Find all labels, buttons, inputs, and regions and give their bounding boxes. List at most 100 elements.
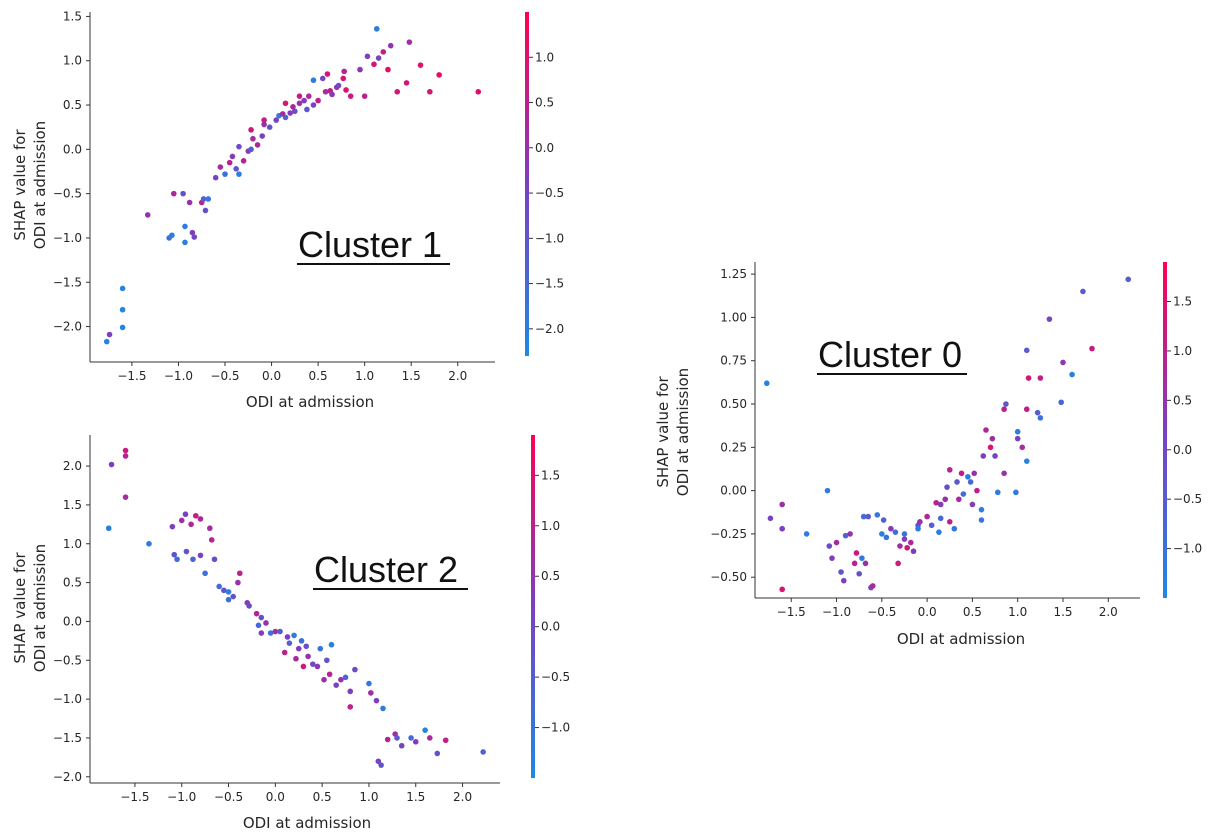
scatter-point bbox=[978, 517, 985, 523]
colorbar-tick-label: 0.5 bbox=[541, 569, 560, 583]
scatter-point bbox=[197, 516, 204, 522]
scatter-point bbox=[146, 540, 152, 547]
scatter-point bbox=[412, 739, 419, 745]
scatter-point bbox=[217, 164, 224, 170]
y-tick-label: 0.00 bbox=[720, 484, 747, 498]
scatter-point bbox=[246, 603, 252, 609]
scatter-point bbox=[183, 548, 190, 555]
scatter-point bbox=[969, 501, 976, 508]
y-axis-label-line-1: SHAP value for bbox=[11, 552, 29, 664]
scatter-point bbox=[259, 133, 266, 139]
x-tick-label: 1.0 bbox=[355, 369, 374, 383]
scatter-point bbox=[304, 106, 310, 113]
scatter-point bbox=[933, 499, 939, 506]
x-tick-label: −1.5 bbox=[777, 605, 806, 619]
scatter-point bbox=[840, 577, 847, 584]
y-tick-label: −0.25 bbox=[710, 527, 747, 541]
scatter-point bbox=[347, 688, 354, 695]
colorbar-tick-label: −2.0 bbox=[535, 322, 564, 336]
scatter-point bbox=[856, 570, 862, 577]
y-axis-label-line-2: ODI at admission bbox=[31, 544, 49, 672]
scatter-point bbox=[324, 71, 331, 77]
scatter-point bbox=[944, 484, 950, 490]
y-tick-label: 1.00 bbox=[720, 310, 747, 324]
scatter-point bbox=[892, 529, 899, 535]
y-tick-label: 0.5 bbox=[63, 98, 82, 112]
y-tick-label: 0.50 bbox=[720, 397, 747, 411]
scatter-point bbox=[301, 97, 307, 104]
y-tick-label: 0.0 bbox=[63, 142, 82, 156]
scatter-points bbox=[763, 276, 1132, 593]
y-tick-label: −1.5 bbox=[53, 731, 82, 745]
scatter-point bbox=[296, 93, 303, 99]
scatter-point bbox=[901, 531, 908, 537]
scatter-point bbox=[767, 515, 774, 522]
scatter-point bbox=[361, 93, 368, 99]
scatter-point bbox=[974, 487, 980, 494]
scatter-point bbox=[1034, 409, 1041, 416]
scatter-point bbox=[182, 511, 189, 518]
scatter-point bbox=[1125, 276, 1132, 283]
scatter-point bbox=[833, 539, 840, 546]
scatter-point bbox=[847, 531, 853, 537]
scatter-point bbox=[838, 569, 844, 575]
x-tick-label: 2.0 bbox=[453, 790, 472, 804]
scatter-point bbox=[874, 512, 881, 518]
scatter-point bbox=[240, 158, 247, 164]
scatter-points bbox=[103, 26, 482, 345]
scatter-point bbox=[248, 127, 254, 133]
scatter-point bbox=[417, 62, 424, 68]
scatter-point bbox=[1023, 458, 1030, 464]
scatter-point bbox=[1058, 399, 1064, 406]
scatter-point bbox=[122, 453, 129, 459]
scatter-point bbox=[904, 544, 910, 551]
scatter-point bbox=[373, 26, 380, 32]
scatter-point bbox=[235, 579, 241, 586]
scatter-point bbox=[928, 522, 935, 529]
x-tick-label: 1.0 bbox=[359, 790, 378, 804]
colorbar-tick-label: 0.5 bbox=[1173, 393, 1192, 407]
scatter-point bbox=[368, 690, 374, 696]
scatter-point bbox=[221, 587, 227, 594]
scatter-point bbox=[284, 634, 291, 640]
scatter-point bbox=[987, 444, 994, 451]
scatter-point bbox=[347, 704, 354, 710]
colorbar-tick-label: 0.0 bbox=[541, 620, 560, 634]
scatter-point bbox=[298, 638, 305, 644]
x-axis-label: ODI at admission bbox=[243, 814, 371, 832]
scatter-point bbox=[340, 75, 347, 82]
y-tick-label: −2.0 bbox=[53, 320, 82, 334]
scatter-point bbox=[1003, 401, 1009, 407]
x-tick-label: −1.5 bbox=[120, 790, 149, 804]
scatter-point bbox=[208, 537, 215, 543]
scatter-point bbox=[1001, 406, 1007, 413]
scatter-point bbox=[254, 142, 261, 148]
colorbar-gradient bbox=[531, 435, 535, 778]
scatter-point bbox=[169, 232, 175, 239]
scatter-point bbox=[865, 513, 872, 520]
scatter-point bbox=[225, 589, 232, 595]
colorbar-gradient bbox=[1163, 262, 1167, 598]
scatter-point bbox=[910, 548, 917, 555]
scatter-point bbox=[398, 742, 405, 749]
scatter-point bbox=[310, 77, 317, 84]
scatter-point bbox=[915, 525, 921, 532]
scatter-point bbox=[897, 543, 903, 549]
scatter-point bbox=[119, 324, 126, 331]
scatter-point bbox=[1037, 375, 1044, 381]
colorbar-tick-label: 1.5 bbox=[541, 468, 560, 482]
scatter-point bbox=[971, 470, 978, 477]
scatter-point bbox=[860, 513, 867, 520]
scatter-point bbox=[980, 453, 987, 459]
scatter-point bbox=[197, 552, 204, 559]
y-tick-label: 0.0 bbox=[63, 614, 82, 628]
scatter-point bbox=[387, 42, 394, 49]
x-tick-label: 0.0 bbox=[918, 605, 937, 619]
scatter-point bbox=[829, 555, 835, 561]
chart-title: Cluster 2 bbox=[314, 549, 458, 590]
scatter-point bbox=[951, 525, 958, 532]
scatter-point bbox=[352, 666, 358, 673]
scatter-point bbox=[366, 680, 372, 687]
colorbar-tick-label: −0.5 bbox=[535, 186, 564, 200]
scatter-point bbox=[305, 93, 312, 99]
